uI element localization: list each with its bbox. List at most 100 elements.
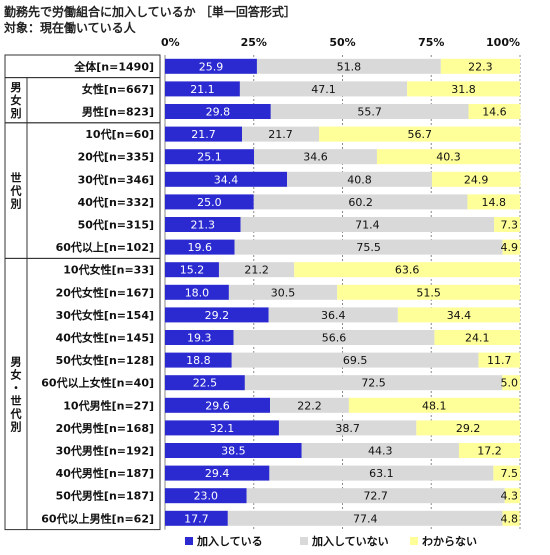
data-label: 72.7: [363, 490, 388, 503]
data-label: 71.4: [355, 219, 380, 232]
legend-label: 加入していない: [311, 534, 389, 548]
bar-segment: [165, 58, 257, 74]
bar-segment: [256, 58, 441, 74]
bar-segment: [244, 375, 503, 391]
x-tick-label: 25%: [241, 36, 267, 49]
category-label: 60代以上女性[n=40]: [41, 376, 154, 390]
data-label: 24.1: [465, 332, 490, 345]
data-label: 34.4: [447, 309, 472, 322]
bar-segment: [240, 217, 495, 232]
bar-segment: [504, 488, 520, 504]
x-tick-label: 75%: [418, 36, 444, 49]
bar-segment: [165, 420, 279, 436]
category-label: 60代以上[n=102]: [56, 240, 154, 254]
data-label: 51.8: [337, 60, 362, 73]
data-label: 31.8: [451, 83, 476, 96]
bar-segment: [319, 126, 521, 142]
category-label: 女性[n=667]: [82, 82, 154, 96]
data-label: 22.5: [193, 377, 218, 390]
data-label: 34.6: [303, 151, 328, 164]
bar-segment: [478, 352, 520, 368]
bar-segment: [239, 81, 408, 97]
data-label: 72.5: [361, 377, 386, 390]
data-label: 30.5: [271, 286, 296, 299]
data-label: 29.6: [205, 399, 230, 412]
data-label: 40.8: [347, 173, 372, 186]
data-label: 5.0: [501, 377, 519, 390]
group-label: 世代別: [10, 171, 22, 211]
bar-segment: [253, 194, 468, 210]
data-label: 77.4: [353, 512, 378, 525]
bar-segment: [228, 284, 338, 300]
bar-segment: [165, 443, 302, 458]
bar-segment: [165, 194, 254, 210]
bar-segment: [502, 510, 520, 526]
category-label: 30代女性[n=154]: [56, 308, 154, 322]
category-label: 10代[n=60]: [85, 127, 154, 141]
data-label: 18.0: [185, 286, 210, 299]
data-label: 69.5: [343, 354, 368, 367]
bar-segment: [458, 443, 520, 458]
category-label: 10代男性[n=27]: [63, 398, 154, 412]
data-label: 24.9: [464, 173, 489, 186]
bar-segment: [502, 375, 520, 391]
category-label: 40代男性[n=187]: [56, 466, 154, 480]
category-label: 50代[n=315]: [78, 218, 154, 232]
bar-segment: [407, 81, 520, 97]
category-label: 10代女性[n=33]: [63, 263, 154, 277]
bar-segment: [165, 104, 271, 119]
category-label: 40代[n=332]: [78, 195, 154, 209]
bar-segment: [165, 284, 229, 300]
data-label: 29.2: [205, 309, 230, 322]
bar-segment: [165, 352, 232, 368]
category-label: 全体[n=1490]: [73, 59, 154, 73]
data-label: 15.2: [180, 264, 205, 277]
bar-segment: [165, 307, 269, 323]
data-label: 40.3: [436, 151, 461, 164]
group-box: [4, 122, 161, 259]
bar-segment: [165, 262, 219, 278]
bar-segment: [234, 239, 503, 255]
bar-segment: [165, 171, 288, 187]
bar-segment: [165, 465, 270, 481]
data-label: 19.6: [188, 241, 213, 254]
data-label: 23.0: [194, 490, 219, 503]
data-label: 25.1: [197, 151, 222, 164]
data-label: 34.4: [214, 173, 239, 186]
bar-segment: [416, 420, 520, 436]
legend-swatch: [300, 537, 308, 545]
bar-segment: [301, 443, 459, 458]
bar-segment: [165, 149, 255, 165]
bar-segment: [254, 149, 377, 165]
bar-segment: [165, 375, 245, 391]
bar-segment: [278, 420, 417, 436]
data-label: 63.1: [369, 467, 394, 480]
data-label: 11.7: [487, 354, 512, 367]
data-label: 7.5: [501, 467, 519, 480]
data-label: 29.8: [206, 106, 231, 119]
category-label: 20代男性[n=168]: [56, 421, 154, 435]
data-label: 25.0: [197, 196, 222, 209]
category-label: 男性[n=823]: [82, 105, 154, 119]
bar-segment: [348, 397, 520, 413]
data-label: 14.6: [482, 106, 507, 119]
x-tick-label: 50%: [329, 36, 355, 49]
bar-segment: [233, 330, 435, 345]
group-label: 男女・世代別: [10, 356, 22, 434]
legend-label: 加入している: [196, 534, 263, 548]
data-label: 25.9: [199, 60, 224, 73]
bar-segment: [397, 307, 520, 323]
data-label: 60.2: [348, 196, 373, 209]
bar-segment: [270, 397, 349, 413]
data-label: 63.6: [395, 264, 420, 277]
data-label: 44.3: [368, 445, 393, 458]
bar-segment: [246, 488, 505, 504]
bar-segment: [218, 262, 295, 278]
bar-segment: [376, 149, 520, 165]
bar-segment: [440, 58, 520, 74]
category-label: 30代男性[n=192]: [56, 444, 154, 458]
bar-segment: [467, 194, 520, 210]
data-label: 21.2: [244, 264, 269, 277]
data-label: 17.2: [477, 445, 502, 458]
